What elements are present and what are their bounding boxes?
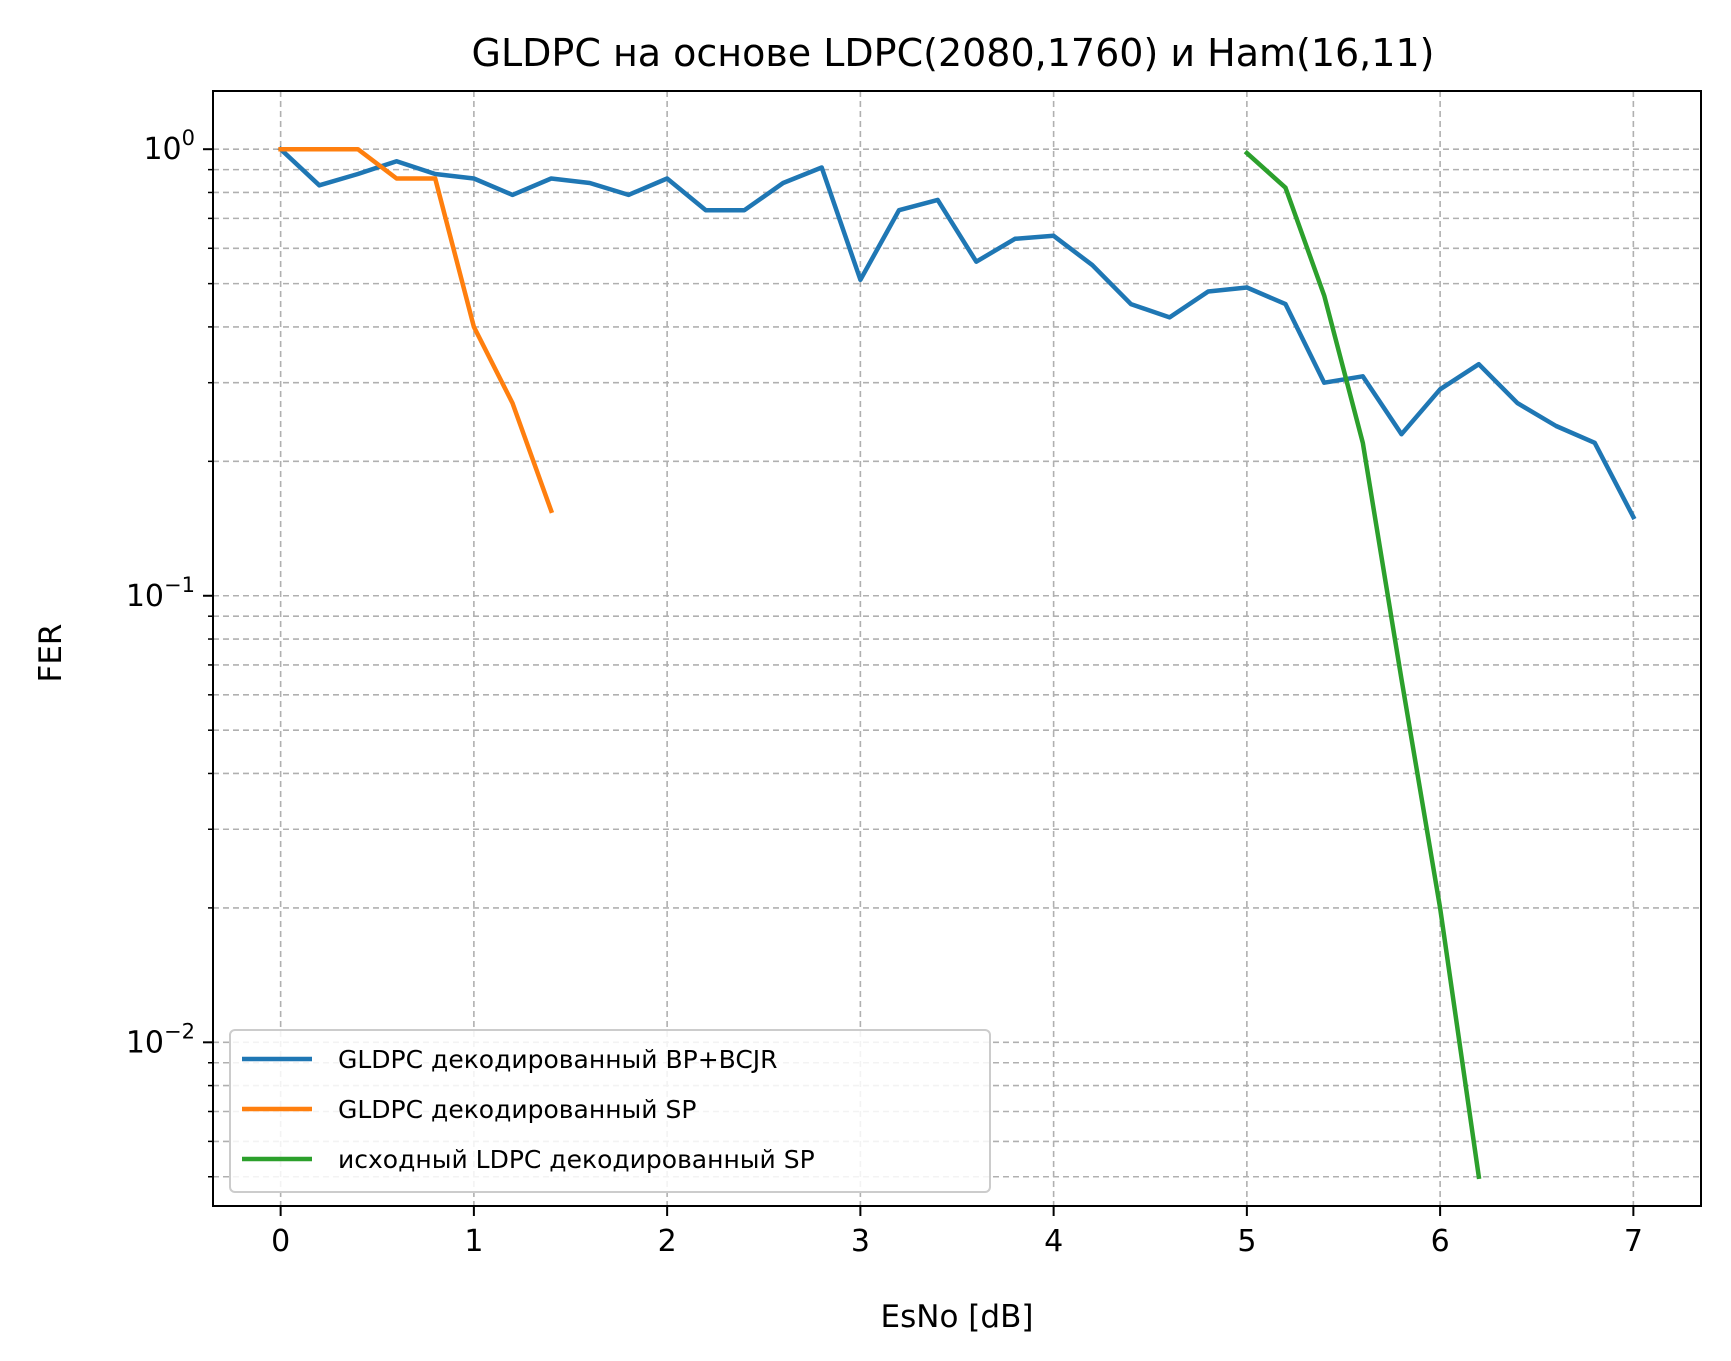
legend-label: GLDPC декодированный SP bbox=[338, 1095, 696, 1124]
x-tick-label: 6 bbox=[1431, 1224, 1450, 1259]
x-tick-label: 4 bbox=[1044, 1224, 1063, 1259]
legend-label: GLDPC декодированный BP+BCJR bbox=[338, 1045, 778, 1074]
y-tick-label: 10−1 bbox=[126, 573, 195, 614]
grid bbox=[213, 91, 1701, 1206]
series-layer bbox=[277, 146, 1637, 1180]
x-tick-label: 5 bbox=[1237, 1224, 1256, 1259]
y-tick-label: 10−2 bbox=[126, 1019, 195, 1060]
x-tick-label: 1 bbox=[464, 1224, 483, 1259]
y-axis-ticks: 100 10−1 10−2 bbox=[126, 126, 213, 1178]
series-line-1 bbox=[277, 146, 1637, 521]
legend: GLDPC декодированный BP+BCJR GLDPC декоди… bbox=[229, 1029, 991, 1193]
plot-frame bbox=[212, 90, 1702, 1207]
x-tick-label: 3 bbox=[851, 1224, 870, 1259]
y-axis-label: FER bbox=[33, 624, 69, 683]
x-axis-ticks: 0 1 2 3 4 5 6 7 bbox=[271, 1206, 1643, 1259]
x-tick-label: 7 bbox=[1624, 1224, 1643, 1259]
series-line-3 bbox=[1243, 149, 1482, 1180]
chart-title: GLDPC на основе LDPC(2080,1760) и Ham(16… bbox=[472, 31, 1435, 75]
x-tick-label: 0 bbox=[271, 1224, 290, 1259]
legend-box bbox=[229, 1029, 991, 1193]
x-axis-label: EsNo [dB] bbox=[881, 1299, 1034, 1335]
y-tick-label: 100 bbox=[143, 126, 195, 167]
legend-label: исходный LDPC декодированный SP bbox=[338, 1145, 815, 1174]
x-tick-label: 2 bbox=[658, 1224, 677, 1259]
series-line-2 bbox=[278, 146, 555, 514]
